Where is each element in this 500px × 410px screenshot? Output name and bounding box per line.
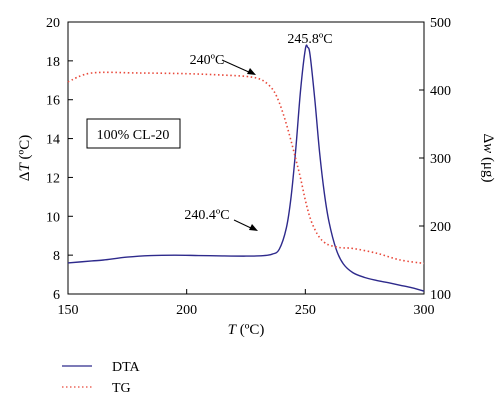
y-left-tick-label: 8 (53, 249, 60, 264)
dta-peak-label: 245.8ºC (287, 32, 332, 47)
y-right-tick-label: 100 (430, 288, 451, 303)
y-right-tick-label: 200 (430, 220, 451, 235)
y-left-tick-label: 18 (46, 55, 60, 70)
y-left-tick-label: 6 (53, 288, 60, 303)
y-right-tick-label: 500 (430, 16, 451, 31)
y-left-tick-label: 14 (46, 133, 60, 148)
y-left-tick-label: 10 (46, 210, 60, 225)
x-tick-label: 200 (176, 303, 197, 318)
y-axis-label-left: ΔT (ºC) (17, 135, 33, 181)
x-tick-label: 250 (295, 303, 316, 318)
dta-onset-label: 240.4ºC (184, 208, 229, 223)
dta-onset-arrow (233, 219, 258, 231)
series-line-dta (67, 44, 425, 292)
sample-label-box (86, 118, 181, 149)
sample-label: 100% CL-20 (97, 128, 170, 143)
x-tick-label: 300 (414, 303, 435, 318)
tg-onset-arrow (221, 59, 256, 75)
y-axis-label-right: Δw (μg) (480, 134, 496, 183)
y-right-tick-label: 400 (430, 84, 451, 99)
series-layer (67, 44, 425, 292)
legend-label-tg: TG (112, 381, 131, 396)
x-tick-label: 150 (58, 303, 79, 318)
legend-label-dta: DTA (112, 360, 141, 375)
tg-onset-label: 240ºC (190, 53, 225, 68)
legend: DTA TG (62, 360, 141, 396)
y-left-tick-label: 12 (46, 171, 60, 186)
axis-ticks: 150 200 250 300 6 8 10 12 14 16 18 20 100 200 300 400 50… (46, 16, 451, 318)
y-left-tick-label: 16 (46, 94, 60, 109)
y-right-tick-label: 300 (430, 152, 451, 167)
y-left-tick-label: 20 (46, 16, 60, 31)
x-axis-label: T (ºC) (228, 322, 265, 338)
series-line-tg (67, 71, 425, 265)
plot-frame (67, 21, 425, 295)
